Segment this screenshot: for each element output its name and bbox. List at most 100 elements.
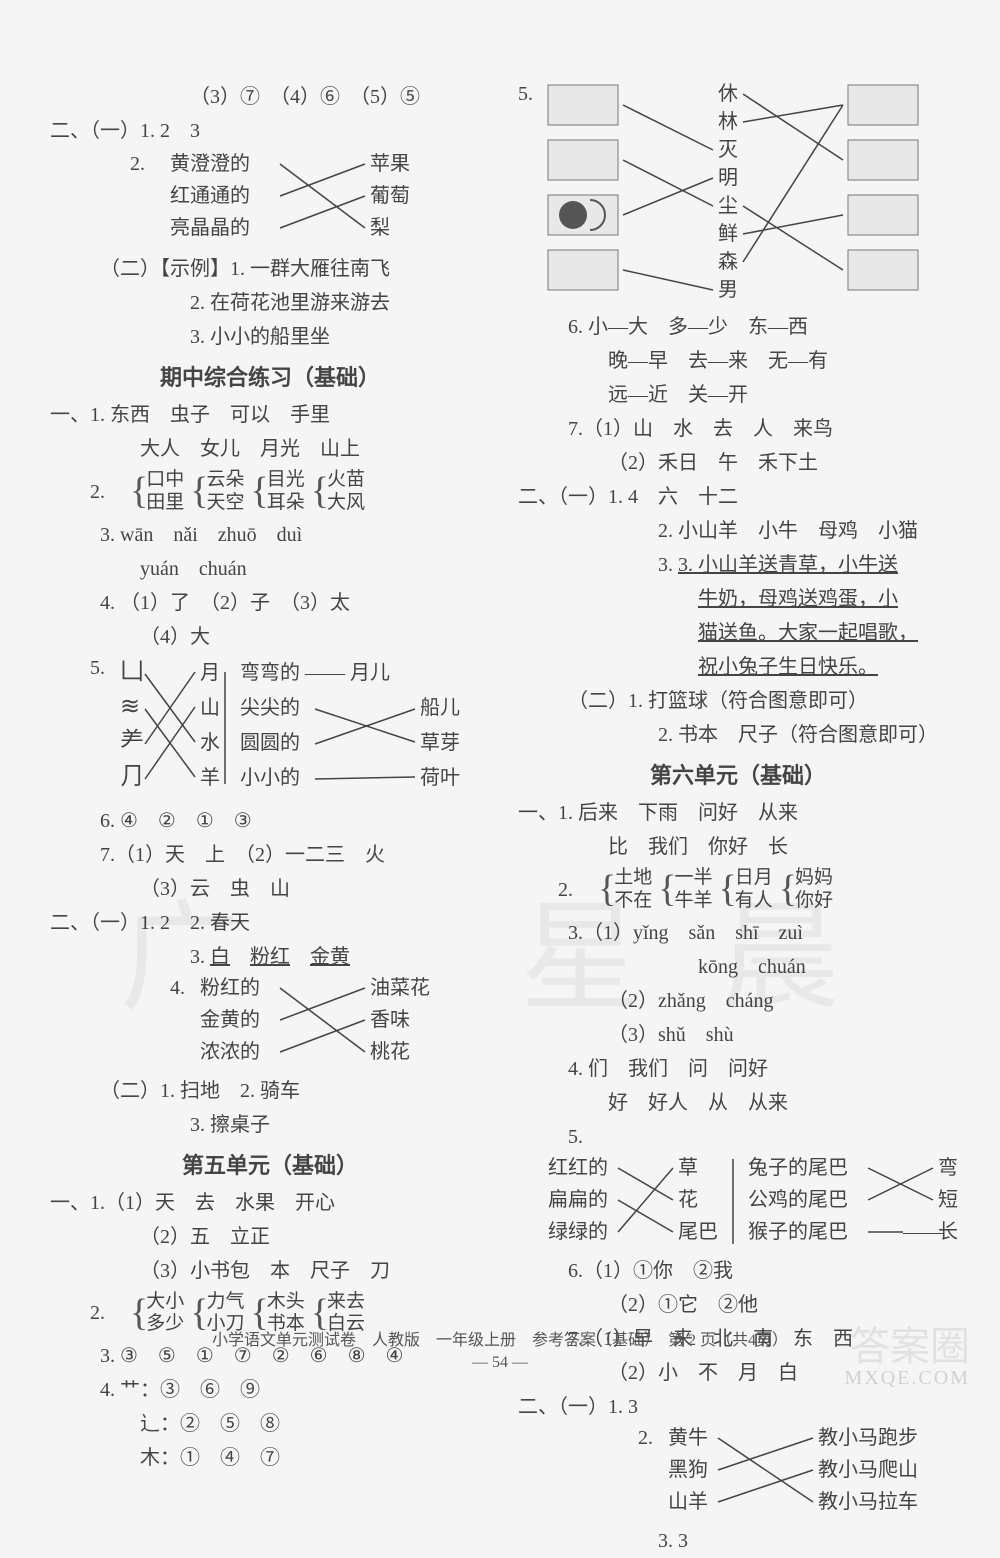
text: 晚—早 去—来 无—有 (518, 344, 958, 378)
svg-text:红红的: 红红的 (548, 1156, 608, 1179)
text: （2）①它 ②他 (518, 1288, 958, 1322)
svg-text:男: 男 (718, 279, 738, 301)
svg-text:扁扁的: 扁扁的 (548, 1188, 608, 1211)
svg-text:⼐: ⼐ (120, 659, 144, 685)
svg-text:小小的: 小小的 (240, 766, 300, 789)
text: 辶：② ⑤ ⑧ (50, 1407, 490, 1441)
text: 3. 3. 小山羊送青草，小牛送 (518, 548, 958, 582)
text: 3.（1）yǐng sǎn shī zuì (518, 916, 958, 950)
svg-text:圆圆的: 圆圆的 (240, 731, 300, 754)
svg-text:5.: 5. (518, 83, 533, 105)
text: 3. wān nǎi zhuō duì (50, 518, 490, 552)
svg-text:弯弯的 —— 月儿: 弯弯的 —— 月儿 (240, 661, 390, 684)
footer: 小学语文单元测试卷 人教版 一年级上册 参考答案（基础） 第 2 页（共4页） … (40, 1326, 960, 1372)
text: 一、1. 东西 虫子 可以 手里 (50, 398, 490, 432)
match-q5-left: 5. ⼐ ≋ ⺶ ⺆ 月山水羊 弯弯的 —— 月儿 尖尖的 圆圆的 小小的 船儿… (50, 654, 490, 804)
text: （2）五 立正 (50, 1220, 490, 1254)
text: 3. 3 (518, 1524, 958, 1558)
svg-text:尾巴: 尾巴 (678, 1221, 718, 1243)
text: 2. 小山羊 小牛 母鸡 小猫 (518, 514, 958, 548)
svg-text:教小马拉车: 教小马拉车 (818, 1490, 918, 1513)
svg-text:鲜: 鲜 (718, 222, 738, 245)
svg-text:金黄的: 金黄的 (200, 1008, 260, 1031)
svg-text:绿绿的: 绿绿的 (548, 1220, 608, 1243)
text: 2. 书本 尺子（符合图意即可） (518, 718, 958, 752)
svg-text:船儿: 船儿 (420, 696, 460, 719)
svg-text:短: 短 (938, 1188, 958, 1211)
svg-text:灭: 灭 (718, 139, 738, 161)
svg-text:香味: 香味 (370, 1008, 410, 1031)
text: 6. ④ ② ① ③ (50, 804, 490, 838)
text: （3）⑦ （4）⑥ （5）⑤ (50, 80, 490, 114)
svg-text:油菜花: 油菜花 (370, 976, 430, 999)
svg-text:2.: 2. (638, 1427, 653, 1449)
text: （3）shǔ shù (518, 1018, 958, 1052)
text: 7.（1）山 水 去 人 来鸟 (518, 412, 958, 446)
svg-text:荷叶: 荷叶 (420, 766, 460, 789)
svg-text:尘: 尘 (718, 194, 738, 217)
svg-text:亮晶晶的: 亮晶晶的 (170, 216, 250, 239)
svg-text:葡萄: 葡萄 (370, 184, 410, 207)
text: 二、（一）1. 2 3 (50, 114, 490, 148)
svg-text:草: 草 (678, 1156, 698, 1179)
svg-text:森: 森 (718, 250, 738, 273)
page-number: — 54 — (40, 1354, 960, 1372)
svg-text:桃花: 桃花 (370, 1040, 410, 1063)
num: 2. (130, 153, 145, 175)
match-q4-mid: 4. 粉红的金黄的浓浓的 油菜花香味桃花 (50, 974, 490, 1074)
svg-text:4.: 4. (170, 977, 185, 999)
text: 猫送鱼。大家一起唱歌， (518, 616, 958, 650)
section-title: 第五单元（基础） (50, 1148, 490, 1180)
text: 3. 擦桌子 (50, 1108, 490, 1142)
text: 5. (518, 1120, 958, 1154)
text: 牛奶，母鸡送鸡蛋，小 (518, 582, 958, 616)
svg-text:黄牛: 黄牛 (668, 1426, 708, 1449)
svg-text:≋: ≋ (120, 694, 140, 720)
text: 6. 小—大 多—少 东—西 (518, 310, 958, 344)
match-q5b: 红红的扁扁的绿绿的 草花尾巴 兔子的尾巴公鸡的尾巴猴子的尾巴 弯短长 —— (518, 1154, 958, 1254)
text: （2）禾日 午 禾下土 (518, 446, 958, 480)
text: yuán chuán (50, 552, 490, 586)
text: （二）【示例】1. 一群大雁往南飞 (50, 252, 490, 286)
text: 二、（一）1. 2 2. 春天 (50, 906, 490, 940)
brace-group: 2. {口中田里 {云朵天空 {目光耳朵 {火苗大风 (50, 469, 490, 515)
num: 2. (90, 479, 130, 505)
footer-line: 小学语文单元测试卷 人教版 一年级上册 参考答案（基础） 第 2 页（共4页） (40, 1326, 960, 1350)
svg-text:尖尖的: 尖尖的 (240, 696, 300, 719)
svg-text:兔子的尾巴: 兔子的尾巴 (748, 1156, 848, 1179)
text: kōng chuán (518, 950, 958, 984)
match-q2: 2. 黄澄澄的红通通的亮晶晶的 苹果葡萄梨 (50, 150, 490, 250)
svg-text:公鸡的尾巴: 公鸡的尾巴 (748, 1188, 848, 1211)
num: 2. (558, 877, 598, 903)
text: 二、（一）1. 3 (518, 1390, 958, 1424)
svg-text:明: 明 (718, 167, 738, 189)
text: 3. 白 粉红 金黄 (50, 940, 490, 974)
text: （4）大 (50, 620, 490, 654)
text: 一、1. 后来 下雨 问好 从来 (518, 796, 958, 830)
svg-text:黑狗: 黑狗 (668, 1458, 708, 1481)
svg-text:羊: 羊 (200, 766, 220, 789)
section-title: 期中综合练习（基础） (50, 360, 490, 392)
text: 木：① ④ ⑦ (50, 1441, 490, 1475)
svg-text:浓浓的: 浓浓的 (200, 1040, 260, 1063)
svg-text:山羊: 山羊 (668, 1490, 708, 1513)
svg-text:林: 林 (718, 110, 738, 133)
svg-text:月: 月 (200, 662, 220, 684)
svg-text:教小马爬山: 教小马爬山 (818, 1458, 918, 1481)
svg-text:猴子的尾巴: 猴子的尾巴 (748, 1220, 848, 1243)
text: （3）云 虫 山 (50, 872, 490, 906)
svg-text:教小马跑步: 教小马跑步 (818, 1426, 918, 1449)
svg-text:粉红的: 粉红的 (200, 976, 260, 999)
svg-text:梨: 梨 (370, 216, 390, 239)
text: 一、1.（1）天 去 水果 开心 (50, 1186, 490, 1220)
svg-text:草芽: 草芽 (420, 731, 460, 754)
text: 大人 女儿 月光 山上 (50, 432, 490, 466)
svg-text:⺶: ⺶ (120, 728, 144, 755)
match-q2b: 2. 黄牛黑狗山羊 教小马跑步教小马爬山教小马拉车 (518, 1424, 958, 1524)
text: （二）1. 扫地 2. 骑车 (50, 1074, 490, 1108)
svg-text:水: 水 (200, 731, 220, 754)
num: 2. (90, 1300, 130, 1326)
text: 好 好人 从 从来 (518, 1086, 958, 1120)
section-title: 第六单元（基础） (518, 758, 958, 790)
brace-group: 2. {土地不在 {一半牛羊 {日月有人 {妈妈你好 (518, 867, 958, 913)
